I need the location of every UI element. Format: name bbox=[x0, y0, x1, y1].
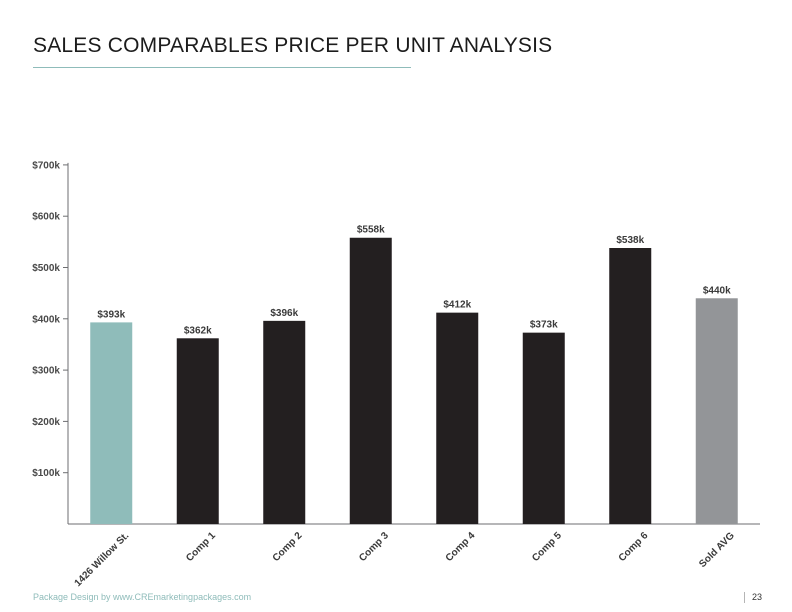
x-category-label: 1426 Willow St. bbox=[73, 530, 132, 589]
x-category-label: Comp 6 bbox=[617, 530, 651, 564]
footer-separator bbox=[744, 592, 745, 603]
y-tick-label: $700k bbox=[32, 160, 60, 171]
x-category-label: Comp 1 bbox=[184, 530, 218, 564]
bar-value-label: $440k bbox=[703, 285, 731, 296]
y-tick-label: $100k bbox=[32, 468, 60, 479]
bar-value-label: $558k bbox=[357, 225, 385, 236]
bar-value-label: $538k bbox=[616, 235, 644, 246]
y-tick-label: $400k bbox=[32, 314, 60, 325]
bar-comp bbox=[436, 312, 479, 524]
footer-credit: Package Design by www.CREmarketingpackag… bbox=[33, 592, 252, 602]
title-divider bbox=[33, 67, 411, 68]
x-category-label: Comp 3 bbox=[357, 530, 391, 564]
bar-value-label: $373k bbox=[530, 320, 558, 331]
bar-subject bbox=[90, 322, 133, 524]
x-category-label: Comp 4 bbox=[444, 530, 478, 564]
y-tick-label: $600k bbox=[32, 212, 60, 223]
bar-comp bbox=[522, 332, 565, 524]
y-tick-label: $500k bbox=[32, 263, 60, 274]
x-category-label: Comp 5 bbox=[530, 530, 564, 564]
bar-comp bbox=[263, 320, 306, 524]
x-category-label: Comp 2 bbox=[271, 530, 305, 564]
bar-value-label: $362k bbox=[184, 325, 212, 336]
bar-value-label: $396k bbox=[270, 308, 298, 319]
page-title: SALES COMPARABLES PRICE PER UNIT ANALYSI… bbox=[33, 34, 553, 57]
page-number: 23 bbox=[752, 592, 763, 602]
y-tick-label: $300k bbox=[32, 366, 60, 377]
bar-average bbox=[695, 298, 738, 524]
bar-comp bbox=[349, 237, 392, 524]
bar-value-label: $393k bbox=[97, 309, 125, 320]
bar-comp bbox=[609, 248, 652, 525]
y-tick-label: $200k bbox=[32, 417, 60, 428]
bar-comp bbox=[176, 338, 219, 524]
bar-value-label: $412k bbox=[443, 300, 471, 311]
x-category-label: Sold AVG bbox=[697, 530, 737, 570]
